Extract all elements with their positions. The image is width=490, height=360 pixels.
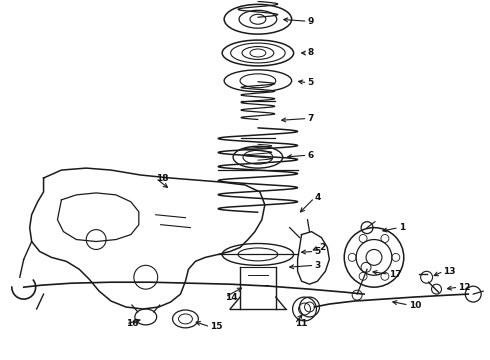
Text: 13: 13 xyxy=(443,267,456,276)
Text: 3: 3 xyxy=(315,261,321,270)
Text: 2: 2 xyxy=(319,243,326,252)
Text: 8: 8 xyxy=(308,49,314,58)
Text: 14: 14 xyxy=(225,293,238,302)
Text: 5: 5 xyxy=(315,247,321,256)
Text: 12: 12 xyxy=(458,283,471,292)
Text: 10: 10 xyxy=(409,301,421,310)
Text: 6: 6 xyxy=(308,151,314,160)
Text: 5: 5 xyxy=(308,78,314,87)
Text: 11: 11 xyxy=(294,319,307,328)
Text: 16: 16 xyxy=(126,319,139,328)
Text: 7: 7 xyxy=(308,114,314,123)
Text: 4: 4 xyxy=(315,193,321,202)
Text: 15: 15 xyxy=(210,322,223,331)
Text: 9: 9 xyxy=(308,17,314,26)
Text: 1: 1 xyxy=(399,223,405,232)
Text: 18: 18 xyxy=(156,174,168,183)
Text: 17: 17 xyxy=(389,270,401,279)
